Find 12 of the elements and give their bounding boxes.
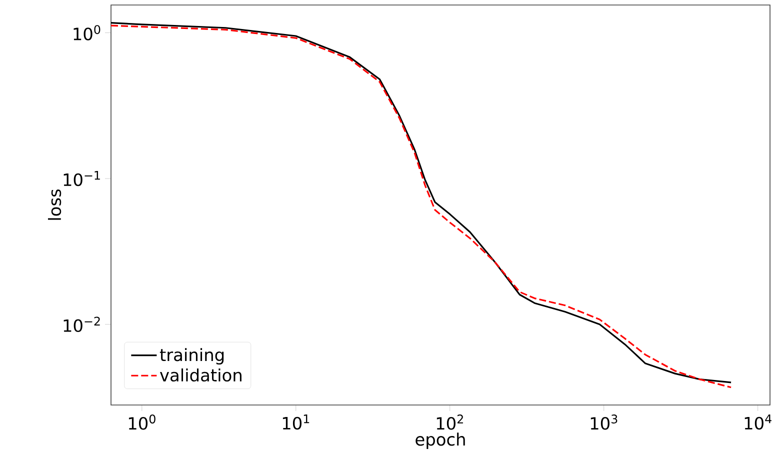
- x-tick-label: 10$^{3}$: [590, 414, 618, 430]
- x-tick-label: 10$^{4}$: [744, 414, 772, 430]
- x-tick-label: 10$^{1}$: [282, 414, 310, 430]
- x-axis-title: epoch: [416, 432, 465, 450]
- y-tick-label: 10$^{−2}$: [64, 316, 100, 332]
- legend-label: training: [160, 348, 224, 364]
- y-axis-title: loss: [48, 189, 62, 220]
- y-tick-label: 10$^{−1}$: [64, 171, 100, 186]
- y-tick-label: 10$^{0}$: [74, 25, 100, 40]
- x-tick-label: 10$^{2}$: [436, 414, 463, 430]
- legend-label: validation: [160, 368, 242, 382]
- x-tick-label: 10$^{0}$: [128, 414, 156, 430]
